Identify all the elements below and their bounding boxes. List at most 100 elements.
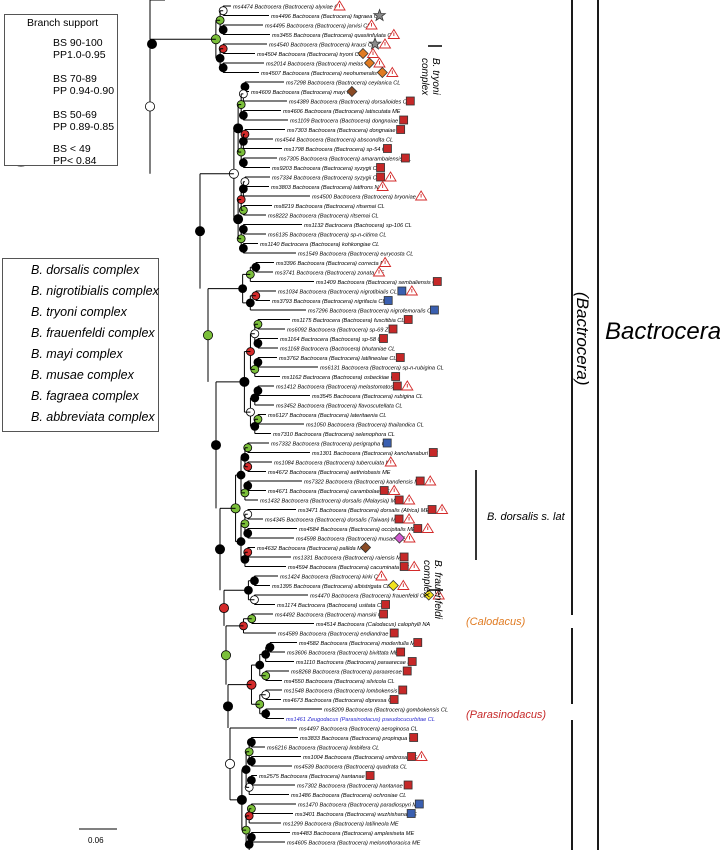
- square-marker-icon: [398, 685, 408, 695]
- taxon-label: ms4671 Bactrocera (Bactrocera) carambola…: [268, 489, 390, 495]
- branch-support-legend: Branch support BS 90-100 PP1.0-0.95 BS 7…: [4, 14, 118, 167]
- taxon-label: ms7302 Bactrocera (Bactrocera) hantanae …: [297, 783, 411, 789]
- support-node: [214, 544, 225, 555]
- taxon-label: ms1412 Bactrocera (Bactrocera) melastoma…: [276, 384, 402, 390]
- square-marker-icon: [376, 172, 385, 182]
- tryoni-label-line2: complex: [419, 58, 430, 96]
- frauenfeldi-label-line1: B. frauenfeldi: [432, 560, 443, 619]
- genus-bactrocera-label: Bactrocera: [605, 318, 720, 345]
- taxon-label: ms1034 Bactrocera (Bactrocera) nigrotibi…: [278, 289, 397, 295]
- taxon-label: ms3545 Bactrocera (Bactrocera) rubigina …: [312, 394, 423, 400]
- taxon-label: ms1110 Bactrocera (Bactrocera) paraareca…: [296, 660, 416, 666]
- taxon-label: ms1168 Bactrocera (Bactrocera) bhutaniae…: [280, 346, 395, 352]
- square-marker-icon: [428, 448, 438, 457]
- support-node: [224, 758, 235, 769]
- taxon-label: ms4504 Bactrocera (Bactrocera) tryoni CL: [257, 52, 362, 58]
- support-node: [210, 440, 221, 451]
- taxon-label: ms3741 Bactrocera (Bactrocera) zonata ME: [275, 270, 384, 276]
- taxon-label: ms4507 Bactrocera (Bactrocera) neohumera…: [261, 71, 386, 77]
- taxon-label: ms4539 Bactrocera (Bactrocera) quadrata …: [294, 764, 407, 770]
- square-marker-icon: [407, 752, 416, 761]
- taxon-label: ms3762 Bactrocera (Bactrocera) latilineo…: [279, 356, 397, 362]
- taxon-label: ms4492 Bactrocera (Bactrocera) manskii C…: [275, 612, 385, 618]
- support-node: [194, 226, 205, 237]
- taxon-label: ms3401 Bactrocera (Bactrocera) wuzhishan…: [295, 812, 417, 818]
- taxon-label: ms1470 Bactrocera (Bactrocera) paradiosp…: [298, 802, 421, 808]
- taxon-label: ms7310 Bactrocera (Bactrocera) selenopho…: [273, 432, 395, 438]
- taxon-label: ms1140 Bactrocera (Bactrocera) kohkongia…: [260, 242, 379, 248]
- diamond-marker-icon: [363, 57, 376, 69]
- taxon-label: ms4609 Bactrocera (Bactrocera) mayi ME: [251, 90, 355, 96]
- support-node: [220, 650, 231, 661]
- complex-nigrotibialis: B. nigrotibialis complex: [31, 284, 159, 298]
- square-marker-icon: [383, 144, 392, 153]
- taxon-label: ms4497 Bactrocera (Bactrocera) aeroginos…: [299, 726, 418, 732]
- star-marker-icon: [368, 36, 382, 50]
- taxon-label: ms3396 Bactrocera (Bactrocera) correcta …: [276, 261, 389, 267]
- square-marker-icon: [414, 799, 424, 809]
- taxon-label: ms7305 Bactrocera (Bactrocera) amarambal…: [279, 156, 411, 162]
- diamond-marker-icon: [346, 85, 358, 98]
- complex-legend: B. dorsalis complex B. nigrotibialis com…: [2, 258, 159, 432]
- square-marker-icon: [379, 486, 389, 495]
- taxon-label: ms4582 Bactrocera (Bactrocera) moderitul…: [299, 641, 419, 647]
- taxon-label: ms6135 Bactrocera (Bactrocera) sp-n-citi…: [268, 232, 386, 238]
- complex-tryoni: B. tryoni complex: [31, 305, 127, 319]
- taxon-label: ms8219 Bactrocera (Bactrocera) ritsemai …: [274, 204, 385, 210]
- square-marker-icon: [415, 476, 425, 486]
- taxon-label: ms3803 Bactrocera (Bactrocera) latifrons…: [271, 185, 383, 191]
- taxon-label: ms6127 Bactrocera (Bactrocera) lateritae…: [268, 413, 386, 419]
- bs-row-4-line2: PP< 0.84: [53, 155, 97, 167]
- diamond-marker-icon: [357, 47, 369, 60]
- tryoni-label-line1: B. tryoni: [430, 58, 441, 95]
- taxon-label: ms4606 Bactrocera (Bactrocera) latiscuta…: [283, 109, 401, 115]
- taxon-label: ms4500 Bactrocera (Bactrocera) bryoniae …: [312, 194, 425, 200]
- calodacus-label: (Calodacus): [466, 616, 526, 628]
- square-marker-icon: [376, 163, 385, 172]
- taxon-label: ms1132 Bactrocera (Bactrocera) sp-106 CL: [304, 223, 412, 229]
- taxon-label: ms8209 Bactrocera (Bactrocera) gombokens…: [324, 707, 448, 713]
- square-marker-icon: [402, 666, 412, 676]
- taxon-label: ms7296 Bactrocera (Bactrocera) nigrofemo…: [308, 308, 434, 314]
- taxon-label: ms4474 Bactrocera (Bactrocera) alyxiae C…: [233, 4, 342, 10]
- bs-row-2-line1: BS 70-89: [53, 73, 97, 85]
- taxon-label: ms4632 Bactrocera (Bactrocera) pallida M…: [257, 546, 366, 552]
- bs-row-4-line1: BS < 49: [53, 143, 91, 155]
- square-marker-icon: [407, 657, 417, 666]
- taxon-label: ms4470 Bactrocera (Bactrocera) frauenfel…: [310, 593, 427, 599]
- square-marker-icon: [388, 324, 398, 334]
- taxon-label: ms1109 Bactrocera (Bactrocera) dongnaiae…: [290, 118, 407, 124]
- branch-support-title: Branch support: [27, 17, 99, 29]
- tryoni-complex-label: B. tryoni complex: [419, 58, 441, 95]
- square-marker-icon: [379, 609, 388, 619]
- taxon-label: ms8268 Bactrocera (Bactrocera) paraareca…: [291, 669, 412, 675]
- square-marker-icon: [409, 733, 419, 742]
- frauenfeldi-label-line2: complex: [421, 560, 432, 598]
- taxon-label: ms8222 Bactrocera (Bactrocera) ritsemai …: [268, 213, 379, 219]
- bs-row-1-line1: BS 90-100: [53, 37, 103, 49]
- complex-abbreviata: B. abbreviata complex: [31, 410, 155, 424]
- taxon-label: ms4673 Bactrocera (Bactrocera) dipressa …: [283, 698, 395, 704]
- bs-row-2-line2: PP 0.94-0.90: [53, 85, 115, 97]
- complex-fagraea: B. fagraea complex: [31, 389, 139, 403]
- square-marker-icon: [406, 809, 416, 818]
- square-marker-icon: [399, 562, 409, 571]
- square-marker-icon: [389, 628, 399, 638]
- square-marker-icon: [396, 125, 406, 134]
- square-marker-icon: [395, 353, 405, 362]
- bs-row-1-line2: PP1.0-0.95: [53, 49, 106, 61]
- complex-frauenfeldi: B. frauenfeldi complex: [31, 326, 155, 340]
- taxon-label: ms3793 Bactrocera (Bactrocera) nigrifaci…: [272, 299, 385, 305]
- square-marker-icon: [427, 505, 437, 514]
- square-marker-icon: [365, 771, 375, 780]
- square-marker-icon: [400, 153, 410, 163]
- taxon-label: ms3455 Bactrocera (Bactrocera) quasiinfu…: [272, 33, 395, 39]
- taxon-label: ms4672 Bactrocera (Bactrocera) aethrioba…: [268, 470, 391, 476]
- square-marker-icon: [399, 552, 409, 562]
- taxon-label: ms6092 Bactrocera (Bactrocera) sp-69 Zin: [287, 327, 393, 333]
- taxon-label: ms1461 Zeugodacus (Parasinodacus) pseudo…: [286, 717, 435, 723]
- star-marker-icon: [372, 8, 387, 22]
- taxon-label: ms1004 Bactrocera (Bactrocera) umbrosa M…: [303, 755, 417, 761]
